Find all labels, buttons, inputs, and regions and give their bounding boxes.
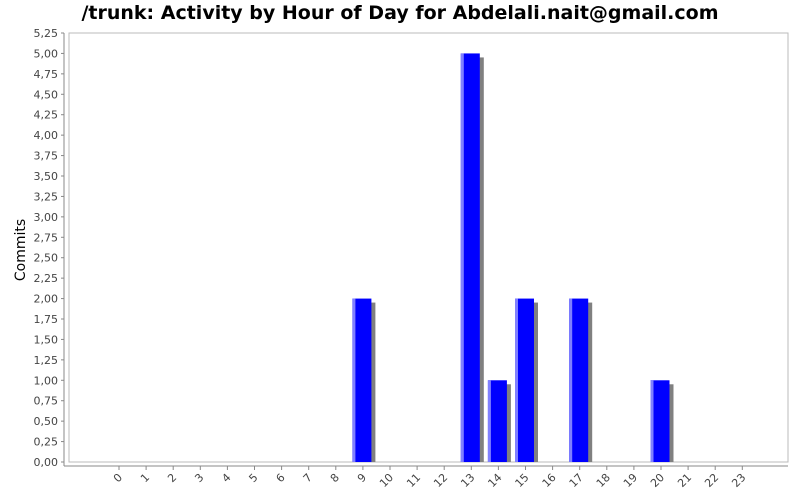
x-tick-label: 6 [274, 471, 288, 485]
y-tick-label: 2,50 [34, 252, 59, 265]
y-tick-label: 0,00 [34, 456, 59, 469]
y-tick-label: 2,25 [34, 272, 59, 285]
bar-highlight [650, 380, 654, 462]
x-tick-label: 13 [458, 471, 477, 490]
x-tick-label: 0 [111, 471, 125, 485]
x-tick-label: 9 [355, 471, 369, 485]
x-tick-label: 22 [702, 471, 721, 490]
x-tick-label: 16 [540, 471, 559, 490]
bar-highlight [352, 298, 356, 462]
y-tick-label: 3,50 [34, 170, 59, 183]
y-tick-label: 4,00 [34, 129, 59, 142]
y-tick-label: 1,25 [34, 354, 59, 367]
bar [515, 298, 534, 462]
y-tick-label: 2,75 [34, 231, 59, 244]
x-tick-label: 17 [567, 471, 586, 490]
bar [460, 53, 480, 463]
x-tick-label: 14 [485, 471, 504, 490]
y-tick-label: 1,00 [34, 374, 59, 387]
x-tick-label: 20 [648, 471, 667, 490]
x-tick-label: 12 [431, 471, 450, 490]
y-tick-label: 0,75 [34, 395, 59, 408]
y-tick-label: 3,00 [34, 211, 59, 224]
bars [352, 53, 674, 463]
bar [487, 380, 507, 462]
y-axis-label: Commits [13, 219, 29, 281]
x-axis: 0 1 2 3 4 5 6 7 8 9 10 11 12 13 14 15 16 17 18 19 20 21 22 23 [111, 466, 748, 490]
x-tick-label: 23 [729, 471, 748, 490]
y-tick-label: 3,25 [34, 190, 59, 203]
plot-area [63, 32, 789, 467]
x-tick-label: 21 [675, 471, 694, 490]
bar-highlight [460, 53, 464, 463]
x-tick-label: 5 [246, 471, 260, 485]
y-tick-label: 0,25 [34, 436, 59, 449]
bar-13 [460, 53, 484, 463]
y-tick-label: 4,50 [34, 88, 59, 101]
x-tick-label: 15 [513, 471, 532, 490]
chart-title: /trunk: Activity by Hour of Day for Abde… [81, 2, 719, 24]
x-tick-label: 4 [219, 471, 233, 485]
bar-highlight [515, 298, 518, 462]
bar-highlight [569, 298, 573, 462]
x-tick-label: 11 [404, 471, 423, 490]
bar-17 [569, 298, 593, 462]
bar-14 [487, 380, 511, 462]
y-tick-label: 2,00 [34, 293, 59, 306]
x-tick-label: 1 [138, 471, 152, 485]
x-tick-label: 2 [165, 471, 179, 485]
y-axis: 0,00 0,25 0,50 0,75 1,00 1,25 1,50 1,75 2,00 2,25… [34, 27, 64, 469]
x-tick-label: 19 [621, 471, 640, 490]
y-tick-label: 0,50 [34, 415, 59, 428]
y-tick-label: 5,00 [34, 47, 59, 60]
bar [352, 298, 372, 462]
bar [569, 298, 589, 462]
y-tick-label: 3,75 [34, 150, 59, 163]
y-tick-label: 1,50 [34, 333, 59, 346]
plot-border [68, 32, 789, 463]
x-tick-label: 7 [301, 471, 315, 485]
bar [650, 380, 670, 462]
y-tick-label: 5,25 [34, 27, 59, 40]
bar-highlight [487, 380, 491, 462]
x-tick-label: 8 [328, 471, 342, 485]
y-tick-label: 1,75 [34, 313, 59, 326]
bar-20 [650, 380, 674, 462]
x-tick-label: 18 [594, 471, 613, 490]
x-tick-label: 3 [192, 471, 206, 485]
x-tick-label: 10 [377, 471, 396, 490]
bar-9 [352, 298, 376, 462]
y-tick-label: 4,25 [34, 109, 59, 122]
y-tick-label: 4,75 [34, 68, 59, 81]
bar-15 [515, 298, 538, 462]
